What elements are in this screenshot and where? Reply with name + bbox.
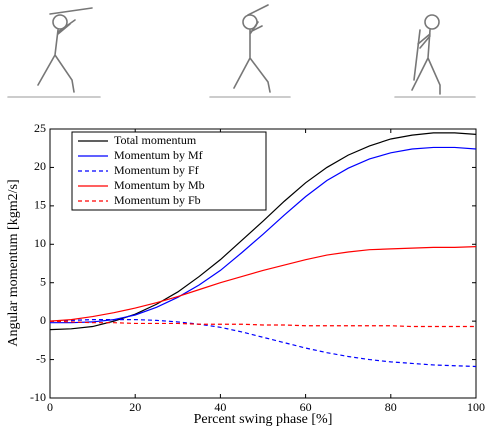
y-tick-label: 25 bbox=[34, 121, 46, 135]
y-axis-label: Angular momentum [kgm2/s] bbox=[6, 179, 21, 346]
batter-sketch bbox=[8, 8, 100, 97]
series-line bbox=[50, 247, 476, 322]
legend-label: Momentum by Fb bbox=[114, 193, 201, 207]
figure: Percent swing phase [%] Angular momentum… bbox=[0, 0, 490, 430]
x-tick-label: 80 bbox=[385, 400, 397, 414]
series-line bbox=[50, 321, 476, 326]
y-tick-label: 20 bbox=[34, 159, 46, 173]
y-tick-label: 0 bbox=[40, 313, 46, 327]
legend-label: Momentum by Mf bbox=[114, 148, 203, 162]
y-tick-label: -10 bbox=[30, 390, 46, 404]
y-tick-label: -5 bbox=[36, 351, 46, 365]
y-tick-label: 15 bbox=[34, 198, 46, 212]
legend-label: Momentum by Ff bbox=[114, 163, 199, 177]
x-tick-label: 0 bbox=[47, 400, 53, 414]
x-tick-label: 60 bbox=[300, 400, 312, 414]
x-axis-label: Percent swing phase [%] bbox=[194, 412, 333, 427]
batter-sketch bbox=[395, 15, 475, 97]
y-tick-label: 10 bbox=[34, 236, 46, 250]
batter-sketch bbox=[210, 5, 290, 97]
x-tick-label: 100 bbox=[467, 400, 485, 414]
x-tick-label: 40 bbox=[214, 400, 226, 414]
legend-label: Momentum by Mb bbox=[114, 178, 205, 192]
x-tick-label: 20 bbox=[129, 400, 141, 414]
y-tick-label: 5 bbox=[40, 274, 46, 288]
legend-label: Total momentum bbox=[114, 133, 197, 147]
series-line bbox=[50, 320, 476, 367]
